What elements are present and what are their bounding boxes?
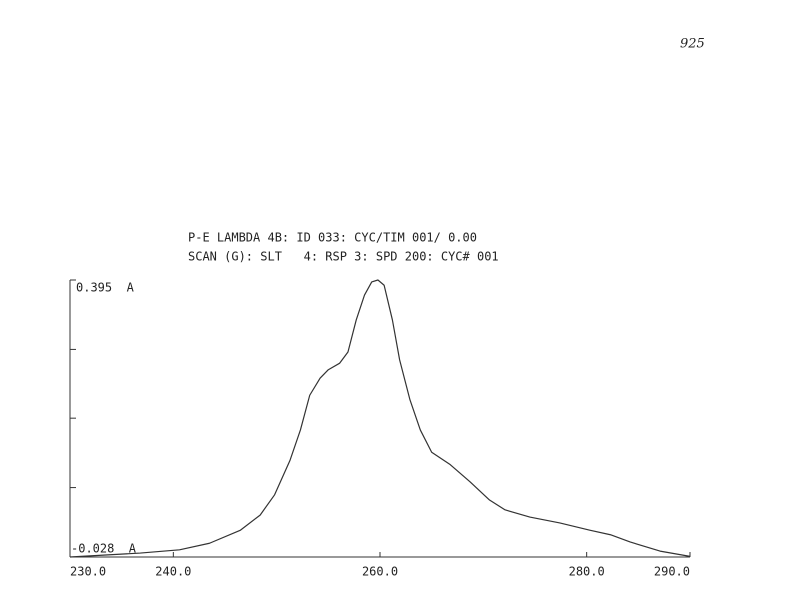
- handwritten-note: 925: [680, 37, 705, 52]
- chart-subtitle: SCAN (G): SLT 4: RSP 3: SPD 200: CYC# 00…: [188, 250, 499, 264]
- x-tick-label: 260.0: [362, 565, 398, 579]
- x-tick-label: 280.0: [569, 565, 605, 579]
- chart-title: P-E LAMBDA 4B: ID 033: CYC/TIM 001/ 0.00: [188, 231, 477, 245]
- x-tick-label: 240.0: [155, 565, 191, 579]
- y-tick-label: 0.395 A: [76, 281, 135, 295]
- spectrum-line: [69, 279, 691, 558]
- y-tick-label: -0.028 A: [71, 542, 137, 556]
- x-tick-label: 290.0: [654, 565, 690, 579]
- x-tick-label: 230.0: [70, 565, 106, 579]
